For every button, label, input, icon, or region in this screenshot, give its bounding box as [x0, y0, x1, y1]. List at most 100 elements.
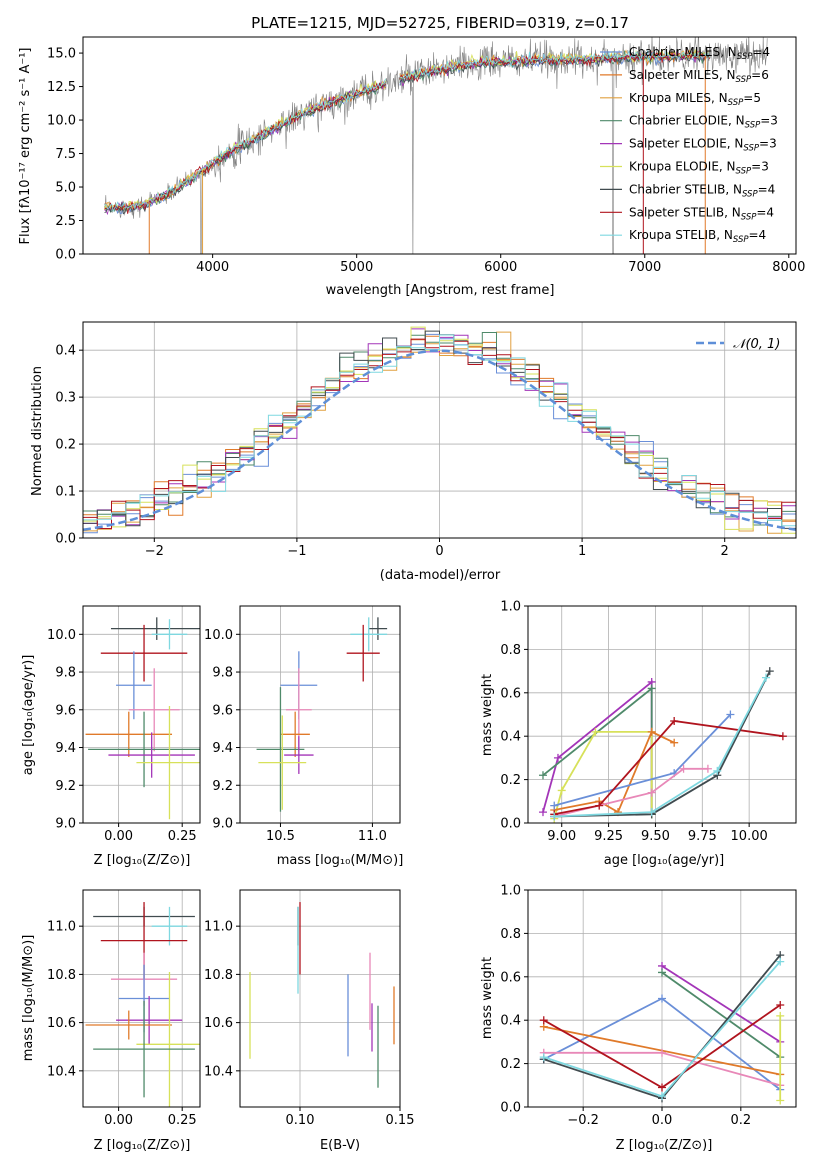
- axes-frame: [82, 36, 797, 255]
- x-tick-label: 2: [721, 544, 729, 559]
- weight-line-8: [554, 677, 767, 818]
- x-tick-label: −2: [145, 544, 164, 559]
- weight-marker-7: [765, 667, 774, 676]
- x-tick-label: 4000: [196, 260, 229, 275]
- legend-label-chabrier_elodie: Chabrier ELODIE, NSSP=3: [629, 114, 778, 131]
- weight-line-1: [661, 971, 781, 1058]
- plot-area: [104, 37, 768, 254]
- legend-label-sub: SSP: [733, 235, 749, 245]
- mZ-xlabel: Z [log₁₀(Z/Z⊙)]: [94, 1138, 191, 1153]
- weight-marker-7: [539, 1053, 548, 1062]
- x-tick-label: 0.10: [286, 1113, 315, 1128]
- y-tick-label: 10.4: [47, 1064, 76, 1079]
- x-tick-label: 1: [578, 544, 586, 559]
- y-tick-label: 9.8: [55, 666, 76, 681]
- legend-label-suffix: =3: [759, 137, 777, 151]
- y-tick-label: 0.4: [500, 1014, 521, 1029]
- axes-frame: [527, 605, 797, 824]
- legend-label-text: Salpeter STELIB, N: [629, 205, 741, 219]
- legend-normal-label: 𝒩(0, 1): [733, 337, 780, 352]
- y-tick-label: 7.5: [55, 147, 76, 162]
- ageZ-ylabel: age [log₁₀(age/yr)]: [21, 655, 36, 776]
- weight-marker-3: [647, 727, 656, 736]
- y-tick-label: 0.8: [500, 927, 521, 942]
- legend-label-text: Kroupa MILES, N: [629, 91, 728, 105]
- wAge-xlabel: age [log₁₀(age/yr)]: [604, 853, 725, 868]
- weight-marker-6: [670, 717, 679, 726]
- plot-area: [538, 667, 787, 823]
- weight-marker-1: [538, 771, 547, 780]
- legend-label-text: Salpeter MILES, N: [629, 68, 736, 82]
- residuals-panel: (data-model)/error Normed distribution −…: [30, 321, 797, 583]
- weight-marker-0: [538, 808, 547, 817]
- weight-marker-5: [539, 1016, 548, 1025]
- legend-label-sub: SSP: [743, 144, 759, 154]
- weight-marker-5: [776, 1001, 785, 1010]
- weight-marker-4: [550, 801, 559, 810]
- x-tick-label: 9.25: [594, 829, 623, 844]
- weight-line-1: [542, 686, 653, 815]
- weight-marker-8: [776, 1096, 785, 1105]
- spectrum-ylabel: Flux [fλ10⁻¹⁷ erg cm⁻² s⁻¹ A⁻¹]: [18, 48, 33, 245]
- legend-label-chabrier_stelib: Chabrier STELIB, NSSP=4: [629, 182, 775, 199]
- plot-area: [83, 326, 796, 534]
- y-tick-label: 10.8: [204, 968, 233, 983]
- legend-label-suffix: =5: [743, 91, 761, 105]
- weight-marker-6: [595, 801, 604, 810]
- weight-line-0: [661, 965, 781, 1043]
- legend-label-text: Chabrier ELODIE, N: [629, 114, 745, 128]
- legend-label-sub: SSP: [737, 52, 753, 62]
- legend-label-sub: SSP: [742, 189, 758, 199]
- legend-label-sub: SSP: [736, 75, 752, 85]
- y-tick-label: 0.4: [55, 344, 76, 359]
- legend-label-text: Salpeter ELODIE, N: [629, 137, 743, 151]
- mE-xlabel: E(B-V): [320, 1138, 360, 1153]
- legend-label-suffix: =4: [756, 205, 774, 219]
- y-tick-label: 9.4: [212, 741, 233, 756]
- age-vs-Z-panel: Z [log₁₀(Z/Z⊙)] age [log₁₀(age/yr)] 0.00…: [21, 605, 201, 868]
- weight-marker-5: [679, 764, 688, 773]
- x-tick-label: 0.25: [168, 829, 197, 844]
- legend-label-sub: SSP: [745, 121, 761, 131]
- plot-area: [249, 902, 395, 1088]
- weight-marker-0: [553, 753, 562, 762]
- x-tick-label: 9.75: [688, 829, 717, 844]
- y-tick-label: 1.0: [500, 884, 521, 899]
- y-tick-label: 9.0: [212, 817, 233, 832]
- weight-vs-Z-panel: Z [log₁₀(Z/Z⊙)] mass weight −0.2 0.0 0.2 0.…: [480, 884, 797, 1153]
- y-tick-label: 9.4: [55, 741, 76, 756]
- weight-marker-8: [647, 808, 656, 817]
- plot-area: [85, 617, 200, 820]
- legend-label-suffix: =6: [751, 68, 769, 82]
- mZ-ylabel: mass [log₁₀(M/M⊙)]: [21, 935, 36, 1062]
- legend-label-sub: SSP: [728, 98, 744, 108]
- y-tick-label: 0.2: [55, 438, 76, 453]
- y-tick-label: 10.0: [47, 114, 76, 129]
- y-tick-label: 11.0: [204, 920, 233, 935]
- weight-vs-age-panel: age [log₁₀(age/yr)] mass weight 9.00 9.25…: [480, 600, 797, 868]
- residuals-xlabel: (data-model)/error: [380, 568, 501, 583]
- legend-label-suffix: =3: [760, 114, 778, 128]
- x-tick-label: 0: [435, 544, 443, 559]
- legend-label-suffix: =4: [752, 45, 770, 59]
- y-tick-label: 5.0: [55, 181, 76, 196]
- y-tick-label: 9.8: [212, 666, 233, 681]
- y-tick-label: 9.2: [212, 779, 233, 794]
- weight-line-4: [553, 713, 732, 807]
- legend-label-suffix: =4: [758, 182, 776, 196]
- weight-marker-3: [670, 738, 679, 747]
- y-tick-label: 15.0: [47, 47, 76, 62]
- weight-marker-5: [703, 764, 712, 773]
- weight-marker-8: [713, 766, 722, 775]
- weight-marker-8: [762, 673, 771, 682]
- legend-label-text: Kroupa ELODIE, N: [629, 160, 736, 174]
- y-tick-label: 1.0: [500, 600, 521, 615]
- y-tick-label: 10.4: [204, 1064, 233, 1079]
- normal-curve: [83, 349, 796, 532]
- legend-label-salpeter_miles: Salpeter MILES, NSSP=6: [629, 68, 769, 85]
- weight-marker-5: [647, 788, 656, 797]
- axes-frame: [82, 605, 201, 824]
- x-tick-label: −1: [287, 544, 306, 559]
- y-tick-label: 9.6: [55, 703, 76, 718]
